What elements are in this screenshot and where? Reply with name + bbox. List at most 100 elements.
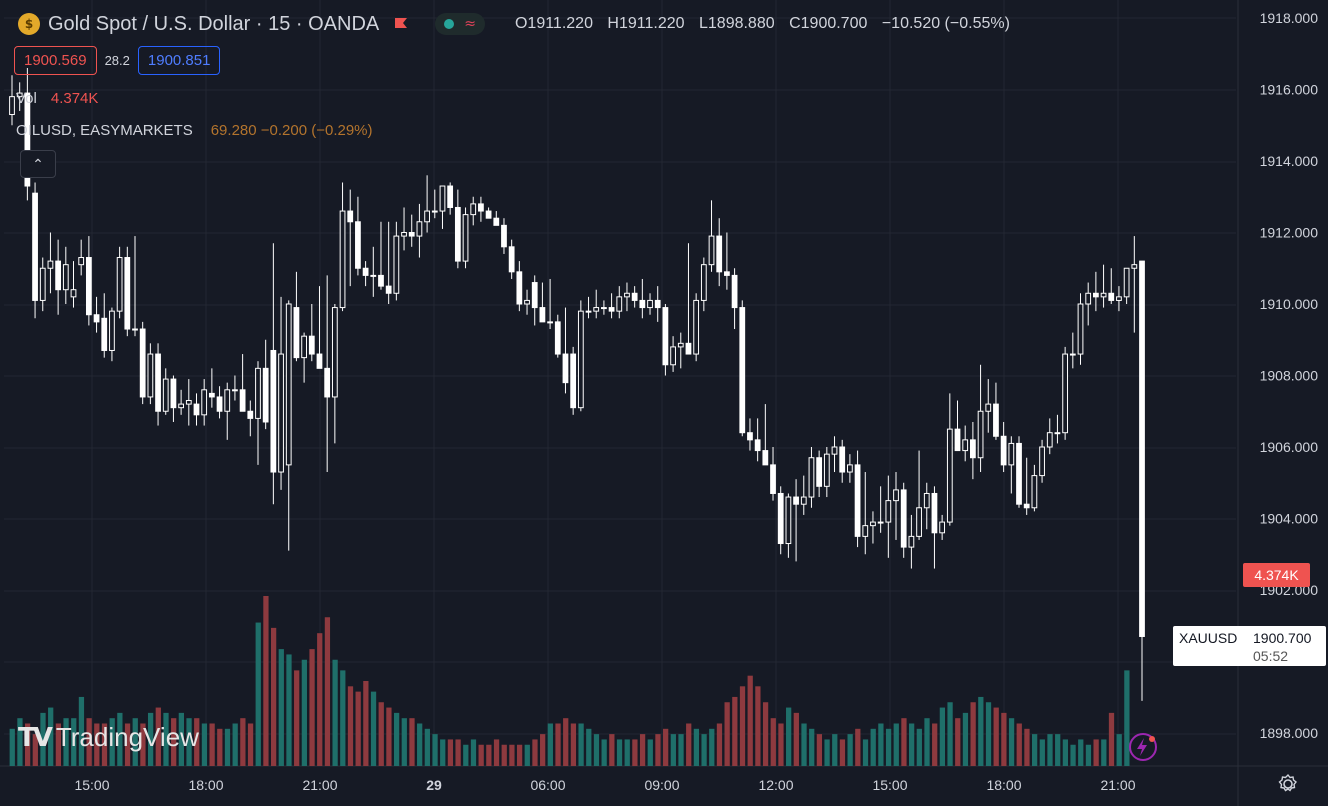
market-status[interactable]: ≈ — [435, 13, 485, 35]
lightning-icon[interactable] — [1128, 732, 1158, 762]
volume-bar — [1093, 739, 1099, 766]
candle-body — [109, 310, 115, 351]
volume-bar — [470, 739, 477, 766]
candle-body — [47, 260, 54, 269]
volume-bar — [755, 686, 761, 766]
volume-bar — [309, 649, 315, 766]
volume-bar — [78, 696, 85, 766]
time-tick-label: 18:00 — [188, 777, 223, 793]
candle-body — [39, 267, 46, 301]
volume-bar — [232, 723, 238, 766]
volume-bar — [509, 744, 515, 766]
candle-body — [893, 489, 899, 502]
volume-value: 4.374K — [50, 90, 99, 107]
candle-body — [785, 496, 792, 545]
candle-body — [378, 274, 384, 287]
candle-body — [193, 403, 200, 416]
tradingview-logo[interactable]: TV TradingView — [18, 722, 199, 753]
candle-body — [416, 221, 423, 237]
volume-bar — [455, 739, 461, 766]
volume-bar — [955, 718, 961, 766]
volume-bar — [932, 723, 938, 766]
candle-body — [724, 271, 730, 276]
candle-body — [1085, 292, 1092, 305]
volume-bar — [939, 707, 946, 766]
volume-bar — [647, 739, 653, 766]
candle-body — [139, 328, 146, 398]
volume-bar — [962, 712, 969, 766]
volume-bar — [839, 739, 846, 766]
price-axis[interactable]: 1918.000 1916.000 1914.000 1912.000 1910.000… — [1260, 10, 1319, 741]
candle-body — [854, 464, 861, 537]
symbol-title[interactable]: Gold Spot / U.S. Dollar · 15 · OANDA — [48, 12, 380, 35]
candle-body — [531, 282, 538, 309]
delayed-data-icon: ≈ — [464, 16, 476, 32]
volume-bar — [862, 739, 869, 766]
candle-body — [439, 185, 446, 212]
candle-body — [993, 403, 999, 437]
volume-bar — [778, 723, 784, 766]
volume-bar — [885, 728, 892, 766]
candle-body — [777, 492, 784, 545]
candle-body — [208, 392, 215, 398]
candle-body — [939, 521, 946, 534]
candle-body — [501, 224, 507, 248]
volume-bar — [48, 707, 54, 766]
volume-bar — [924, 718, 930, 766]
volume-bar — [878, 723, 884, 766]
volume-bar — [194, 718, 200, 766]
price-tick-label: 1908.000 — [1260, 368, 1319, 384]
volume-bar — [347, 686, 354, 766]
compare-legend[interactable]: OILUSD, EASYMARKETS 69.280 −0.200 (−0.29… — [16, 122, 373, 139]
candle-body — [808, 457, 815, 498]
volume-legend[interactable]: Vol 4.374K — [16, 90, 98, 107]
candle-body — [754, 439, 761, 452]
price-tick-label: 1904.000 — [1260, 511, 1319, 527]
candle-body — [170, 378, 177, 409]
time-tick-label: 29 — [426, 777, 442, 793]
candle-body — [493, 217, 500, 226]
trade-buttons: 1900.569 28.2 1900.851 — [14, 46, 221, 75]
candle-body — [985, 403, 992, 412]
chart-legend: $ Gold Spot / U.S. Dollar · 15 · OANDA ≈… — [0, 0, 1240, 178]
candle-body — [339, 210, 346, 309]
volume-bar — [63, 718, 69, 766]
volume-bar — [32, 734, 38, 766]
time-axis[interactable]: 15:00 18:00 21:00 29 06:00 09:00 12:00 15:00 18:… — [74, 777, 1135, 793]
candle-body — [401, 232, 407, 237]
volume-bar — [147, 712, 154, 766]
candle-body — [885, 500, 892, 523]
volume-bar — [1008, 718, 1015, 766]
candle-body — [178, 403, 184, 409]
volume-bar — [639, 734, 646, 766]
candle-body — [362, 267, 369, 276]
candle-body — [693, 299, 700, 355]
volume-bars — [9, 596, 1130, 766]
settings-gear-icon[interactable] — [1277, 773, 1299, 795]
candle-body — [232, 389, 238, 392]
candle-body — [862, 525, 869, 537]
flag-icon[interactable] — [393, 16, 409, 32]
volume-bar — [171, 718, 177, 766]
candle-body — [1000, 435, 1007, 466]
bar-countdown: 05:52 — [1253, 648, 1289, 664]
sell-button[interactable]: 1900.569 — [14, 46, 97, 75]
volume-bar — [1016, 723, 1022, 766]
candle-body — [1139, 260, 1145, 637]
candle-body — [823, 453, 830, 487]
volume-bar — [355, 691, 361, 766]
candle-body — [62, 264, 69, 291]
price-tick-label: 1912.000 — [1260, 225, 1319, 241]
candle-body — [124, 257, 131, 330]
candle-body — [946, 428, 953, 523]
volume-bar — [486, 744, 492, 766]
candle-body — [839, 446, 846, 473]
collapse-legend-button[interactable]: ⌃ — [20, 150, 56, 178]
price-tag-symbol: XAUUSD — [1179, 630, 1238, 646]
candle-body — [516, 271, 523, 305]
candle-body — [708, 235, 715, 266]
buy-button[interactable]: 1900.851 — [137, 46, 221, 75]
volume-bar — [716, 723, 723, 766]
candle-body — [762, 450, 769, 466]
